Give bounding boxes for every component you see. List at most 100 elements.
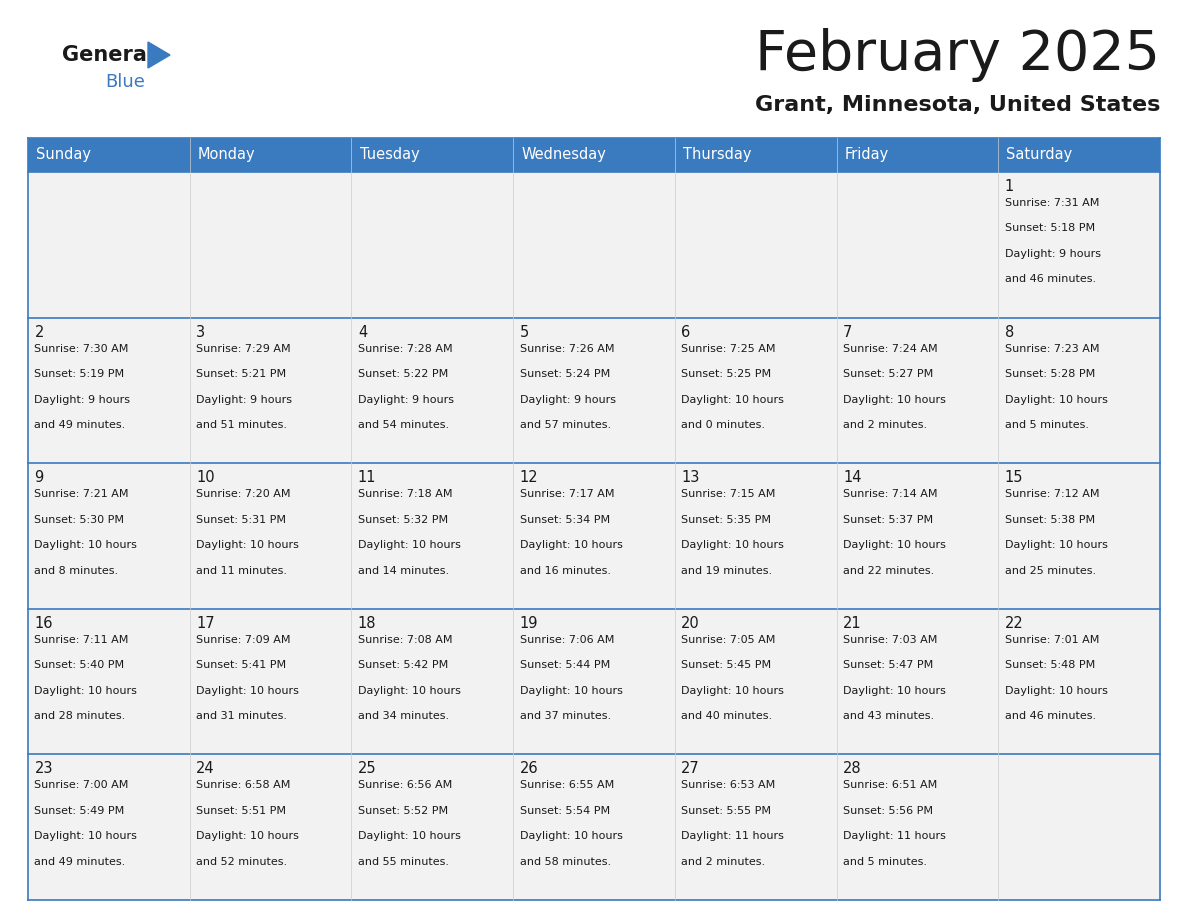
Text: Daylight: 10 hours: Daylight: 10 hours [682,686,784,696]
Text: Tuesday: Tuesday [360,148,419,162]
Text: Saturday: Saturday [1006,148,1073,162]
Text: Daylight: 10 hours: Daylight: 10 hours [1005,686,1107,696]
Text: Daylight: 10 hours: Daylight: 10 hours [1005,540,1107,550]
Bar [352,609,513,755]
Text: Daylight: 10 hours: Daylight: 10 hours [196,686,299,696]
Bar [998,464,1159,609]
Text: Sunset: 5:51 PM: Sunset: 5:51 PM [196,806,286,816]
Text: Sunset: 5:27 PM: Sunset: 5:27 PM [843,369,934,379]
Bar [29,172,190,318]
Text: and 14 minutes.: and 14 minutes. [358,565,449,576]
Bar [836,138,998,172]
Text: Sunset: 5:45 PM: Sunset: 5:45 PM [682,660,771,670]
Text: Sunset: 5:44 PM: Sunset: 5:44 PM [519,660,609,670]
Text: Sunset: 5:52 PM: Sunset: 5:52 PM [358,806,448,816]
Bar [190,464,352,609]
Text: and 28 minutes.: and 28 minutes. [34,711,126,722]
Bar [998,318,1159,464]
Text: Daylight: 10 hours: Daylight: 10 hours [358,686,461,696]
Text: 11: 11 [358,470,377,486]
Text: Sunrise: 7:23 AM: Sunrise: 7:23 AM [1005,343,1099,353]
Text: 18: 18 [358,616,377,631]
Bar [29,318,190,464]
Text: Daylight: 10 hours: Daylight: 10 hours [34,540,138,550]
Text: 1: 1 [1005,179,1015,194]
Text: and 46 minutes.: and 46 minutes. [1005,274,1095,285]
Text: Sunrise: 7:01 AM: Sunrise: 7:01 AM [1005,635,1099,644]
Bar [998,755,1159,900]
Text: Daylight: 9 hours: Daylight: 9 hours [519,395,615,405]
Text: Daylight: 9 hours: Daylight: 9 hours [358,395,454,405]
Text: Daylight: 11 hours: Daylight: 11 hours [682,832,784,842]
Text: 2: 2 [34,325,44,340]
Text: and 51 minutes.: and 51 minutes. [196,420,287,430]
Text: 19: 19 [519,616,538,631]
Text: 23: 23 [34,761,53,777]
Text: 8: 8 [1005,325,1015,340]
Text: Sunrise: 7:00 AM: Sunrise: 7:00 AM [34,780,128,790]
Text: Sunrise: 7:03 AM: Sunrise: 7:03 AM [843,635,937,644]
Bar [675,755,836,900]
Text: and 52 minutes.: and 52 minutes. [196,856,287,867]
Bar [836,172,998,318]
Text: Sunset: 5:56 PM: Sunset: 5:56 PM [843,806,933,816]
Text: Sunrise: 7:29 AM: Sunrise: 7:29 AM [196,343,291,353]
Text: Sunset: 5:28 PM: Sunset: 5:28 PM [1005,369,1095,379]
Bar [513,318,675,464]
Text: 13: 13 [682,470,700,486]
Text: Sunrise: 7:14 AM: Sunrise: 7:14 AM [843,489,937,499]
Text: Sunrise: 7:25 AM: Sunrise: 7:25 AM [682,343,776,353]
Text: Sunset: 5:24 PM: Sunset: 5:24 PM [519,369,609,379]
Text: and 37 minutes.: and 37 minutes. [519,711,611,722]
Text: Sunset: 5:34 PM: Sunset: 5:34 PM [519,515,609,525]
Text: Daylight: 10 hours: Daylight: 10 hours [196,832,299,842]
Text: Sunset: 5:30 PM: Sunset: 5:30 PM [34,515,125,525]
Text: and 0 minutes.: and 0 minutes. [682,420,765,430]
Bar [836,609,998,755]
Bar [513,172,675,318]
Text: and 49 minutes.: and 49 minutes. [34,420,126,430]
Text: Sunrise: 7:06 AM: Sunrise: 7:06 AM [519,635,614,644]
Bar [836,464,998,609]
Text: 24: 24 [196,761,215,777]
Text: and 31 minutes.: and 31 minutes. [196,711,287,722]
Text: and 25 minutes.: and 25 minutes. [1005,565,1095,576]
Polygon shape [148,42,170,68]
Text: and 54 minutes.: and 54 minutes. [358,420,449,430]
Text: 25: 25 [358,761,377,777]
Bar [29,609,190,755]
Text: Sunset: 5:40 PM: Sunset: 5:40 PM [34,660,125,670]
Text: and 19 minutes.: and 19 minutes. [682,565,772,576]
Text: and 16 minutes.: and 16 minutes. [519,565,611,576]
Text: Sunset: 5:48 PM: Sunset: 5:48 PM [1005,660,1095,670]
Text: Sunset: 5:22 PM: Sunset: 5:22 PM [358,369,448,379]
Text: Sunrise: 6:56 AM: Sunrise: 6:56 AM [358,780,453,790]
Text: and 2 minutes.: and 2 minutes. [843,420,927,430]
Text: Monday: Monday [197,148,255,162]
Text: 9: 9 [34,470,44,486]
Text: Daylight: 10 hours: Daylight: 10 hours [1005,395,1107,405]
Bar [190,172,352,318]
Text: Sunset: 5:41 PM: Sunset: 5:41 PM [196,660,286,670]
Text: Daylight: 9 hours: Daylight: 9 hours [34,395,131,405]
Text: Sunrise: 7:28 AM: Sunrise: 7:28 AM [358,343,453,353]
Text: Daylight: 10 hours: Daylight: 10 hours [682,395,784,405]
Bar [190,755,352,900]
Text: Sunset: 5:31 PM: Sunset: 5:31 PM [196,515,286,525]
Bar [352,318,513,464]
Text: Daylight: 10 hours: Daylight: 10 hours [519,686,623,696]
Text: Sunset: 5:47 PM: Sunset: 5:47 PM [843,660,934,670]
Text: Sunrise: 7:21 AM: Sunrise: 7:21 AM [34,489,129,499]
Bar [836,318,998,464]
Bar [190,318,352,464]
Text: 26: 26 [519,761,538,777]
Text: 16: 16 [34,616,53,631]
Text: Daylight: 10 hours: Daylight: 10 hours [196,540,299,550]
Text: Daylight: 10 hours: Daylight: 10 hours [358,540,461,550]
Bar [675,464,836,609]
Text: Daylight: 10 hours: Daylight: 10 hours [34,832,138,842]
Bar [190,609,352,755]
Bar [998,138,1159,172]
Text: Daylight: 10 hours: Daylight: 10 hours [682,540,784,550]
Text: Daylight: 9 hours: Daylight: 9 hours [1005,249,1101,259]
